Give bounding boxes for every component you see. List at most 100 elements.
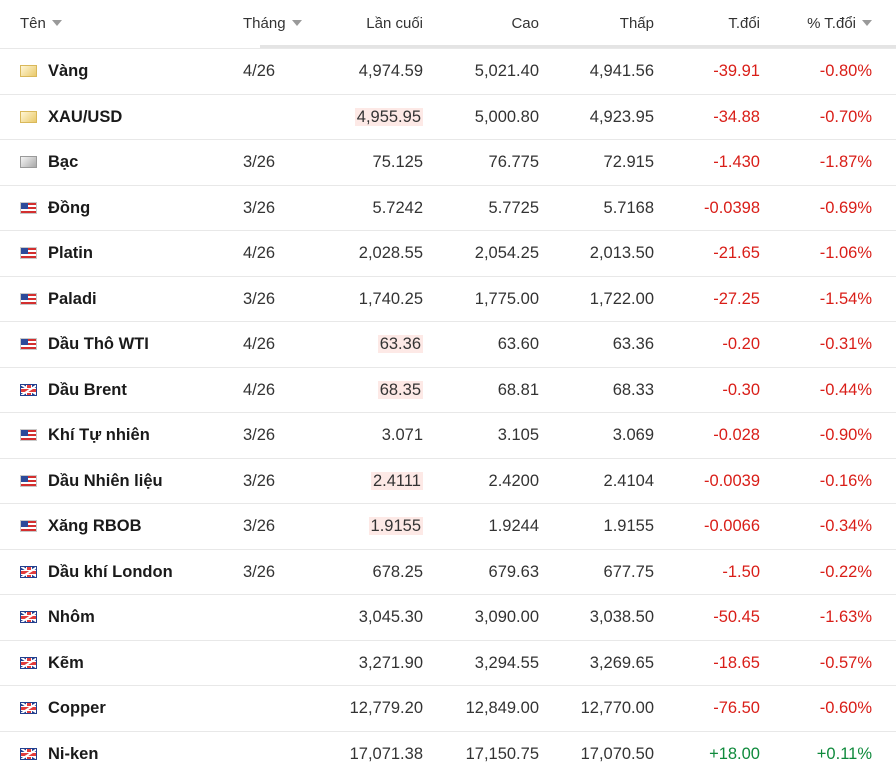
- commodity-name-link[interactable]: Vàng: [48, 62, 89, 80]
- change-percent: -0.80%: [819, 62, 872, 80]
- us-flag-icon: [20, 474, 37, 487]
- table-row[interactable]: Vàng 4/26 4,974.59 5,021.40 4,941.56 -39.91 -0…: [0, 48, 896, 94]
- header-change[interactable]: T.đổi: [728, 15, 760, 32]
- contract-month: 3/26: [243, 517, 276, 535]
- table-row[interactable]: Nhôm 3,045.30 3,090.00 3,038.50 -50.45 -1.63%: [0, 594, 896, 640]
- change-percent: -0.57%: [819, 653, 872, 672]
- table-row[interactable]: Platin 4/26 2,028.55 2,054.25 2,013.50 -21.65…: [0, 230, 896, 276]
- last-price: 63.36: [377, 335, 423, 353]
- change-percent: -0.69%: [819, 198, 872, 217]
- last-price: 3,271.90: [358, 653, 423, 672]
- contract-month: 3/26: [243, 471, 276, 490]
- commodity-name-link[interactable]: XAU/USD: [48, 107, 123, 126]
- commodity-name-link[interactable]: Nhôm: [48, 608, 95, 626]
- last-price: 2,028.55: [358, 244, 423, 262]
- change-value: -27.25: [713, 289, 760, 308]
- change-percent: -0.44%: [819, 380, 872, 399]
- commodity-name-link[interactable]: Dầu Thô WTI: [48, 335, 149, 353]
- last-price: 12,779.20: [349, 699, 423, 717]
- table-row[interactable]: XAU/USD 4,955.95 5,000.80 4,923.95 -34.88 -0.…: [0, 93, 896, 140]
- commodity-name-link[interactable]: Ni-ken: [48, 744, 99, 763]
- header-divider: [260, 45, 896, 48]
- low-price: 63.36: [612, 335, 654, 353]
- uk-flag-icon: [20, 747, 37, 760]
- us-flag-icon: [20, 247, 37, 259]
- us-flag-icon: [20, 338, 37, 350]
- change-value: -34.88: [713, 107, 760, 126]
- table-row[interactable]: Khí Tự nhiên 3/26 3.071 3.105 3.069 -0.028 -0.…: [0, 412, 896, 458]
- silver-icon: [20, 156, 37, 168]
- contract-month: 4/26: [243, 380, 276, 399]
- commodity-name-link[interactable]: Xăng RBOB: [48, 517, 142, 535]
- low-price: 1,722.00: [589, 289, 654, 308]
- change-value: -76.50: [713, 699, 760, 717]
- change-value: +18.00: [709, 744, 760, 763]
- header-change-pct[interactable]: % T.đổi: [807, 0, 872, 48]
- high-price: 5,000.80: [474, 107, 539, 126]
- contract-month: 3/26: [243, 289, 276, 308]
- change-value: -0.0398: [704, 198, 760, 217]
- low-price: 677.75: [603, 562, 654, 581]
- change-value: -1.50: [722, 562, 760, 581]
- table-row[interactable]: Bạc 3/26 75.125 76.775 72.915 -1.430 -1.87%: [0, 139, 896, 185]
- table-row[interactable]: Kẽm 3,271.90 3,294.55 3,269.65 -18.65 -0.57%: [0, 639, 896, 686]
- change-percent: -0.22%: [819, 562, 872, 581]
- commodity-name-link[interactable]: Bạc: [48, 153, 79, 171]
- sort-down-icon: [862, 20, 872, 27]
- commodity-name-link[interactable]: Dầu Brent: [48, 380, 127, 399]
- table-row[interactable]: Xăng RBOB 3/26 1.9155 1.9244 1.9155 -0.0066 -0…: [0, 503, 896, 549]
- table-row[interactable]: Dầu Thô WTI 4/26 63.36 63.60 63.36 -0.20 -0.31…: [0, 321, 896, 367]
- commodity-name-link[interactable]: Đồng: [48, 198, 91, 217]
- low-price: 72.915: [603, 153, 654, 171]
- header-low[interactable]: Thấp: [619, 15, 654, 32]
- change-value: -1.430: [713, 153, 760, 171]
- table-row[interactable]: Đồng 3/26 5.7242 5.7725 5.7168 -0.0398 -0.69%: [0, 184, 896, 231]
- us-flag-icon: [20, 292, 37, 305]
- table-row[interactable]: Dầu Brent 4/26 68.35 68.81 68.33 -0.30 -0.44%: [0, 366, 896, 413]
- high-price: 3,294.55: [474, 653, 539, 672]
- change-value: -0.20: [722, 335, 760, 353]
- us-flag-icon: [20, 429, 37, 441]
- change-value: -21.65: [713, 244, 760, 262]
- change-value: -0.028: [713, 426, 760, 444]
- table-row[interactable]: Paladi 3/26 1,740.25 1,775.00 1,722.00 -27.25…: [0, 275, 896, 322]
- low-price: 68.33: [612, 380, 654, 399]
- commodity-name-link[interactable]: Khí Tự nhiên: [48, 426, 150, 444]
- change-percent: -0.70%: [819, 107, 872, 126]
- low-price: 1.9155: [603, 517, 654, 535]
- change-percent: -0.31%: [819, 335, 872, 353]
- commodity-name-link[interactable]: Dầu khí London: [48, 562, 173, 581]
- contract-month: 4/26: [243, 62, 276, 80]
- high-price: 1.9244: [488, 517, 539, 535]
- low-price: 3,038.50: [589, 608, 654, 626]
- last-price: 75.125: [372, 153, 423, 171]
- table-row[interactable]: Ni-ken 17,071.38 17,150.75 17,070.50 +18.00 +…: [0, 730, 896, 777]
- header-last[interactable]: Lần cuối: [366, 15, 423, 32]
- low-price: 3.069: [612, 426, 654, 444]
- table-row[interactable]: Dầu Nhiên liệu 3/26 2.4111 2.4200 2.4104 -0.0…: [0, 457, 896, 504]
- contract-month: 3/26: [243, 153, 276, 171]
- header-month[interactable]: Tháng: [243, 0, 302, 48]
- contract-month: 4/26: [243, 244, 276, 262]
- high-price: 3.105: [497, 426, 539, 444]
- change-value: -0.0066: [704, 517, 760, 535]
- table-row[interactable]: Dầu khí London 3/26 678.25 679.63 677.75 -1.5…: [0, 548, 896, 595]
- commodity-name-link[interactable]: Copper: [48, 699, 106, 717]
- header-name[interactable]: Tên: [20, 0, 62, 48]
- commodity-name-link[interactable]: Dầu Nhiên liệu: [48, 471, 163, 490]
- commodity-name-link[interactable]: Platin: [48, 244, 93, 262]
- high-price: 5,021.40: [474, 62, 539, 80]
- gold-icon: [20, 110, 37, 123]
- sort-down-icon: [51, 20, 62, 27]
- last-price: 68.35: [377, 380, 423, 399]
- header-high[interactable]: Cao: [511, 15, 539, 32]
- last-price: 1,740.25: [358, 289, 423, 308]
- table-row[interactable]: Copper 12,779.20 12,849.00 12,770.00 -76.50 -…: [0, 685, 896, 731]
- commodity-name-link[interactable]: Kẽm: [48, 653, 84, 672]
- uk-flag-icon: [20, 611, 37, 623]
- us-flag-icon: [20, 520, 37, 532]
- last-price: 678.25: [372, 562, 423, 581]
- change-percent: -0.60%: [819, 699, 872, 717]
- commodity-name-link[interactable]: Paladi: [48, 289, 97, 308]
- high-price: 12,849.00: [465, 699, 539, 717]
